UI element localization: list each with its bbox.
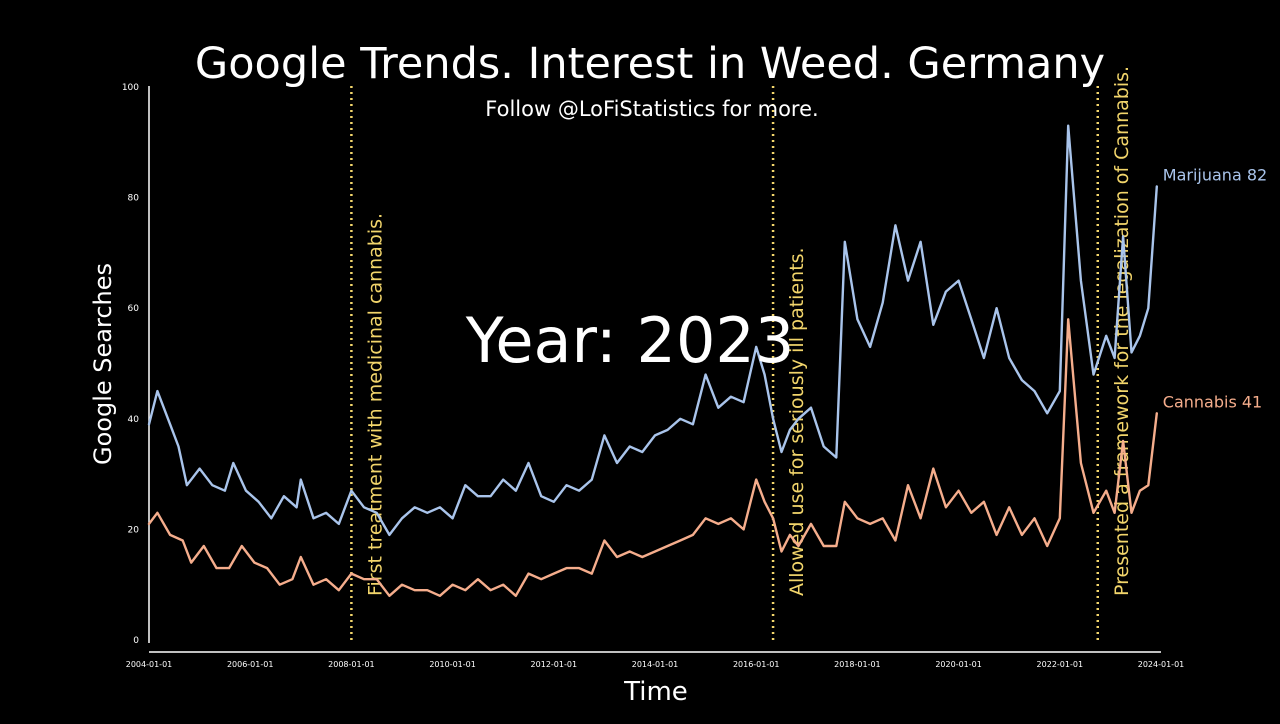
y-tick-label: 40 [128,415,140,425]
x-tick-label: 2016-01-01 [733,660,780,669]
annotation-label: Presented a framework for the legalizati… [1111,66,1133,596]
x-tick-label: 2022-01-01 [1037,660,1084,669]
year-overlay: Year: 2023 [465,304,795,377]
x-tick-label: 2024-01-01 [1138,660,1185,669]
x-tick-label: 2012-01-01 [531,660,578,669]
series-line-cannabis [147,318,1159,597]
ticks-layer: 0 20 40 60 80 100 2004-01-01 2006-01-01 2008-01-… [122,83,1184,669]
chart-subtitle: Follow @LoFiStatistics for more. [485,97,818,121]
series-end-label-cannabis: Cannabis 41 [1163,392,1262,411]
series-end-label-marijuana: Marijuana 82 [1163,166,1267,185]
series-layer: Marijuana 82 Cannabis 41 [147,124,1267,597]
y-tick-label: 60 [128,304,140,314]
y-tick-label: 0 [133,636,139,646]
x-tick-label: 2018-01-01 [834,660,881,669]
x-tick-label: 2008-01-01 [328,660,375,669]
series-line-marijuana [147,124,1159,537]
x-axis-label: Time [623,677,688,707]
y-tick-label: 80 [128,194,140,204]
x-tick-label: 2020-01-01 [935,660,982,669]
x-tick-label: 2004-01-01 [126,660,173,669]
y-tick-label: 100 [122,83,139,93]
x-tick-label: 2014-01-01 [632,660,679,669]
annotation-label: First treatment with medicinal cannabis. [364,213,386,596]
y-axis-label: Google Searches [89,263,117,465]
y-tick-label: 20 [128,525,140,535]
x-tick-label: 2006-01-01 [227,660,274,669]
axes-layer [148,86,1161,653]
x-tick-label: 2010-01-01 [429,660,476,669]
chart-title: Google Trends. Interest in Weed. Germany [195,39,1105,89]
